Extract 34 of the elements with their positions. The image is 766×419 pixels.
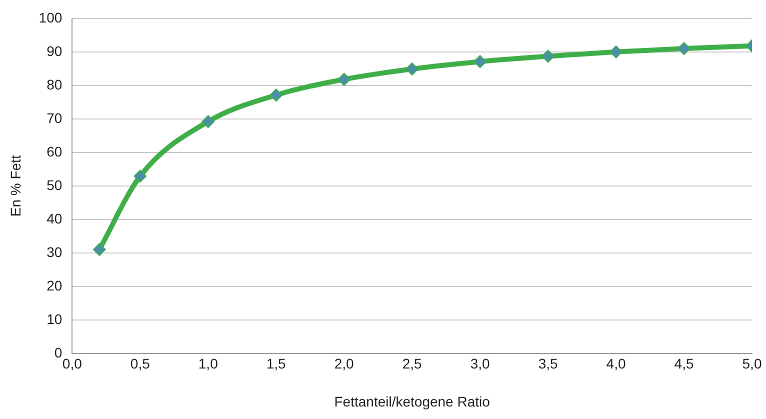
- y-tick-label: 40: [46, 210, 62, 226]
- point: [134, 170, 147, 183]
- y-tick-label: 30: [46, 244, 62, 260]
- point: [406, 62, 419, 76]
- x-axis-title: Fettanteil/ketogene Ratio: [334, 393, 490, 410]
- x-tick-label: 1,5: [266, 356, 286, 372]
- point: [92, 243, 106, 256]
- point: [338, 72, 351, 86]
- y-tick-label: 100: [38, 9, 62, 26]
- x-tick-label: 0,0: [62, 356, 82, 372]
- x-tick-label: 1,0: [198, 356, 218, 372]
- y-tick-label: 60: [46, 143, 62, 160]
- y-tick-label: 80: [46, 76, 62, 92]
- point: [610, 45, 623, 58]
- y-axis-title: En % Fett: [7, 155, 24, 217]
- y-tick-label: 90: [46, 42, 62, 59]
- y-tick-label: 20: [46, 277, 62, 294]
- y-tick-label: 0: [54, 344, 62, 360]
- x-tick-label: 4,0: [606, 356, 626, 372]
- x-tick-label: 0,5: [130, 356, 150, 372]
- point: [202, 115, 215, 128]
- x-tick-label: 5,0: [742, 356, 762, 372]
- point: [270, 88, 283, 102]
- x-tick-label: 2,5: [402, 356, 422, 372]
- point: [678, 42, 691, 56]
- point: [542, 50, 555, 63]
- y-tick-label: 70: [46, 110, 62, 126]
- y-tick-label: 50: [46, 176, 62, 193]
- x-tick-label: 4,5: [674, 356, 694, 372]
- point: [474, 55, 487, 68]
- x-tick-label: 2,0: [334, 356, 354, 372]
- x-tick-label: 3,0: [470, 356, 490, 372]
- x-tick-label: 3,5: [538, 356, 558, 372]
- y-tick-label: 10: [46, 310, 62, 327]
